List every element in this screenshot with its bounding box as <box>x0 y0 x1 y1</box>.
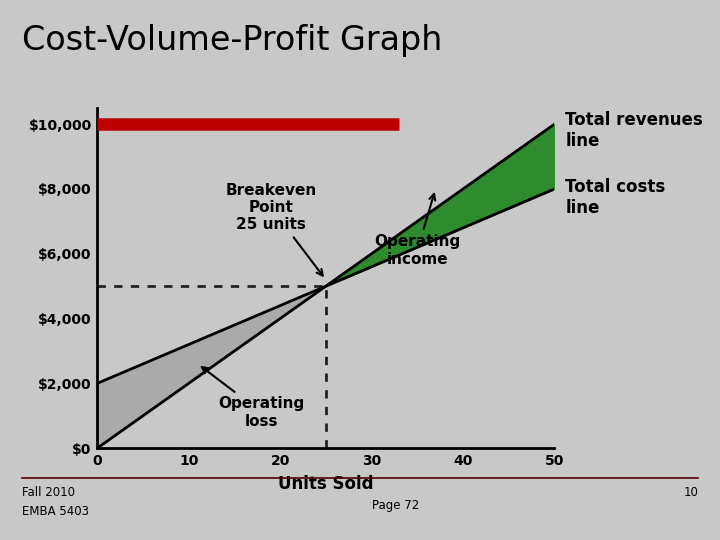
Text: Page 72: Page 72 <box>372 500 420 512</box>
Text: Cost-Volume-Profit Graph: Cost-Volume-Profit Graph <box>22 24 442 57</box>
Text: 10: 10 <box>683 486 698 499</box>
Text: Fall 2010: Fall 2010 <box>22 486 75 499</box>
Text: Operating
loss: Operating loss <box>202 367 305 429</box>
Text: Total costs
line: Total costs line <box>565 178 665 217</box>
Text: Operating
income: Operating income <box>374 194 460 267</box>
Text: Breakeven
Point
25 units: Breakeven Point 25 units <box>225 183 323 275</box>
X-axis label: Units Sold: Units Sold <box>278 475 374 492</box>
Text: Total revenues
line: Total revenues line <box>565 111 703 150</box>
Text: EMBA 5403: EMBA 5403 <box>22 505 89 518</box>
